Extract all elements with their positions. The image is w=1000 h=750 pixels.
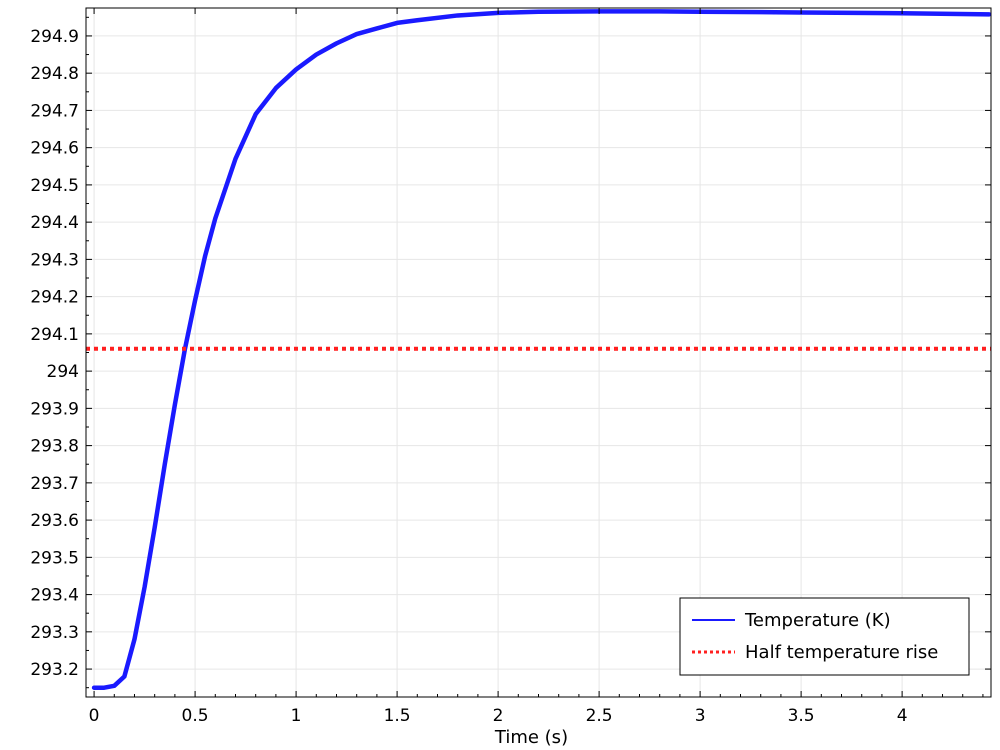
y-tick-label: 294 (47, 362, 79, 382)
y-tick-label: 293.6 (30, 511, 79, 531)
y-tick-label: 293.8 (30, 437, 79, 457)
x-tick-label: 3 (695, 706, 706, 726)
y-tick-label: 293.9 (30, 399, 79, 419)
y-tick-label: 293.3 (30, 623, 79, 643)
y-tick-label: 294.2 (30, 288, 79, 308)
x-tick-label: 2.5 (586, 706, 613, 726)
y-tick-label: 294.7 (30, 101, 79, 121)
x-tick-label: 1 (291, 706, 302, 726)
axis-ticks: 0 0.5 1 1.5 2 2.5 3 3.5 4 293.2 293.3 293.4 293.5 293… (30, 8, 991, 726)
series-temperature-line (91, 9, 992, 690)
y-tick-label: 293.4 (30, 586, 79, 606)
x-tick-label: 1.5 (384, 706, 411, 726)
legend-label-half-rise: Half temperature rise (745, 642, 938, 663)
y-tick-label: 294.6 (30, 139, 79, 159)
legend-box (679, 597, 970, 676)
plot-area (86, 9, 992, 690)
grid (86, 8, 991, 697)
x-tick-label: 4 (897, 706, 908, 726)
y-tick-label: 294.9 (30, 27, 79, 47)
plot-frame (85, 7, 992, 698)
x-axis-title: Time (s) (494, 727, 568, 748)
x-tick-label: 2 (493, 706, 504, 726)
x-tick-label: 3.5 (788, 706, 815, 726)
y-tick-label: 294.5 (30, 176, 79, 196)
y-tick-label: 294.8 (30, 64, 79, 84)
x-tick-label: 0 (89, 706, 100, 726)
x-tick-label: 0.5 (182, 706, 209, 726)
y-tick-label: 294.3 (30, 250, 79, 270)
y-tick-label: 294.4 (30, 213, 79, 233)
y-tick-label: 293.5 (30, 548, 79, 568)
y-tick-label: 293.2 (30, 660, 79, 680)
y-tick-label: 293.7 (30, 474, 79, 494)
y-tick-label: 294.1 (30, 325, 79, 345)
legend-label-temperature: Temperature (K) (744, 610, 891, 631)
legend: Temperature (K) Half temperature rise (679, 597, 970, 676)
